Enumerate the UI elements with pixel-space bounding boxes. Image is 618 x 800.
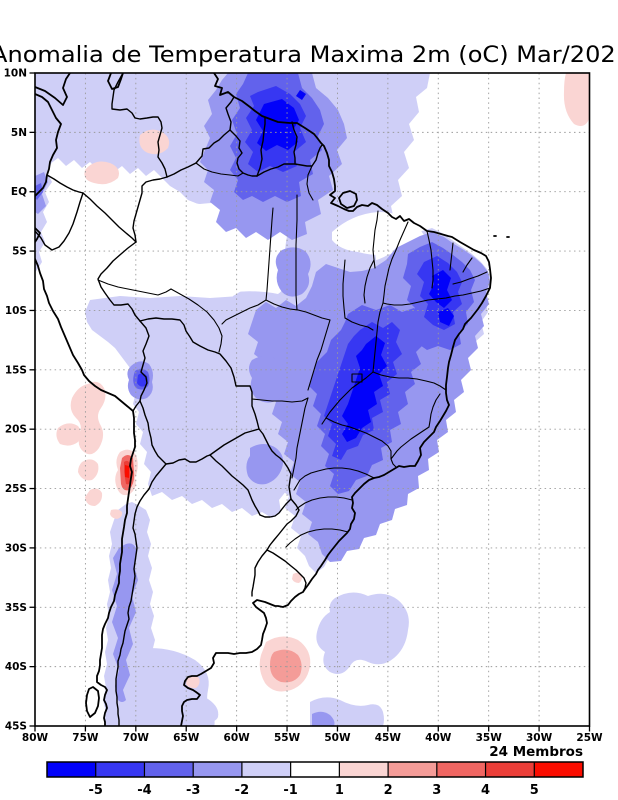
ensemble-members-label: 24 Membros xyxy=(489,744,583,760)
colorbar-tick-label: -4 xyxy=(137,783,151,798)
colorbar-segment xyxy=(485,762,535,777)
coastline xyxy=(35,73,510,726)
lat-tick-label: EQ xyxy=(11,186,27,198)
lon-tick-label: 65W xyxy=(173,732,200,744)
colorbar-segment xyxy=(436,762,486,777)
colorbar-segment xyxy=(388,762,437,777)
colorbar-segment xyxy=(95,762,145,777)
axis-labels: 80W 75W 70W 65W 60W 55W 50W 45W 40W 35W 30W 25W 10N 5… xyxy=(4,68,603,745)
lon-tick-label: 40W xyxy=(425,732,452,744)
lon-tick-label: 50W xyxy=(324,732,351,744)
axis-ticks xyxy=(29,72,591,732)
colorbar-segment xyxy=(290,762,340,777)
colorbar-tick-label: 1 xyxy=(335,783,344,798)
lat-tick-label: 40S xyxy=(5,661,27,673)
lon-tick-label: 80W xyxy=(22,732,49,744)
lat-tick-label: 30S xyxy=(5,542,27,554)
colorbar-tick-label: 2 xyxy=(384,783,393,798)
colorbar-segment xyxy=(241,762,291,777)
colorbar-segment xyxy=(193,762,242,777)
colorbar-tick-label: -3 xyxy=(186,783,200,798)
lat-tick-label: 5N xyxy=(11,127,27,139)
colorbar-border xyxy=(46,761,584,778)
lat-tick-label: 10S xyxy=(5,305,27,317)
colorbar-tick-label: -1 xyxy=(283,783,297,798)
anomaly-fill-layer xyxy=(35,73,590,726)
lat-tick-label: 15S xyxy=(5,364,27,376)
map-frame xyxy=(34,72,591,727)
lon-tick-label: 45W xyxy=(375,732,402,744)
colorbar-segment xyxy=(144,762,194,777)
lat-tick-label: 5S xyxy=(12,246,27,258)
graticule-grid xyxy=(35,73,590,726)
colorbar-segment xyxy=(534,762,583,777)
lon-tick-label: 30W xyxy=(526,732,553,744)
colorbar-tick-label: -5 xyxy=(89,783,103,798)
lat-tick-label: 25S xyxy=(5,483,27,495)
lon-tick-label: 70W xyxy=(123,732,150,744)
lon-tick-label: 25W xyxy=(576,732,603,744)
map-outline-layer xyxy=(35,73,510,726)
lon-tick-label: 75W xyxy=(72,732,99,744)
colorbar-segment xyxy=(47,762,96,777)
lat-tick-label: 10N xyxy=(4,68,27,80)
lat-tick-label: 45S xyxy=(5,720,27,732)
chart-title: Anomalia de Temperatura Maxima 2m (oC) M… xyxy=(0,43,618,68)
lon-tick-label: 60W xyxy=(224,732,251,744)
lat-tick-label: 35S xyxy=(5,602,27,614)
lat-tick-label: 20S xyxy=(5,424,27,436)
colorbar-tick-label: 3 xyxy=(432,783,441,798)
lon-tick-label: 35W xyxy=(476,732,503,744)
colorbar-tick-label: -2 xyxy=(235,783,249,798)
colorbar-segment xyxy=(339,762,389,777)
state-borders xyxy=(97,162,491,548)
colorbar-tick-label: 5 xyxy=(530,783,539,798)
colorbar-tick-label: 4 xyxy=(481,783,490,798)
colorbar: -5 -4 -3 -2 -1 1 2 3 4 5 xyxy=(46,761,584,798)
lon-tick-label: 55W xyxy=(274,732,301,744)
